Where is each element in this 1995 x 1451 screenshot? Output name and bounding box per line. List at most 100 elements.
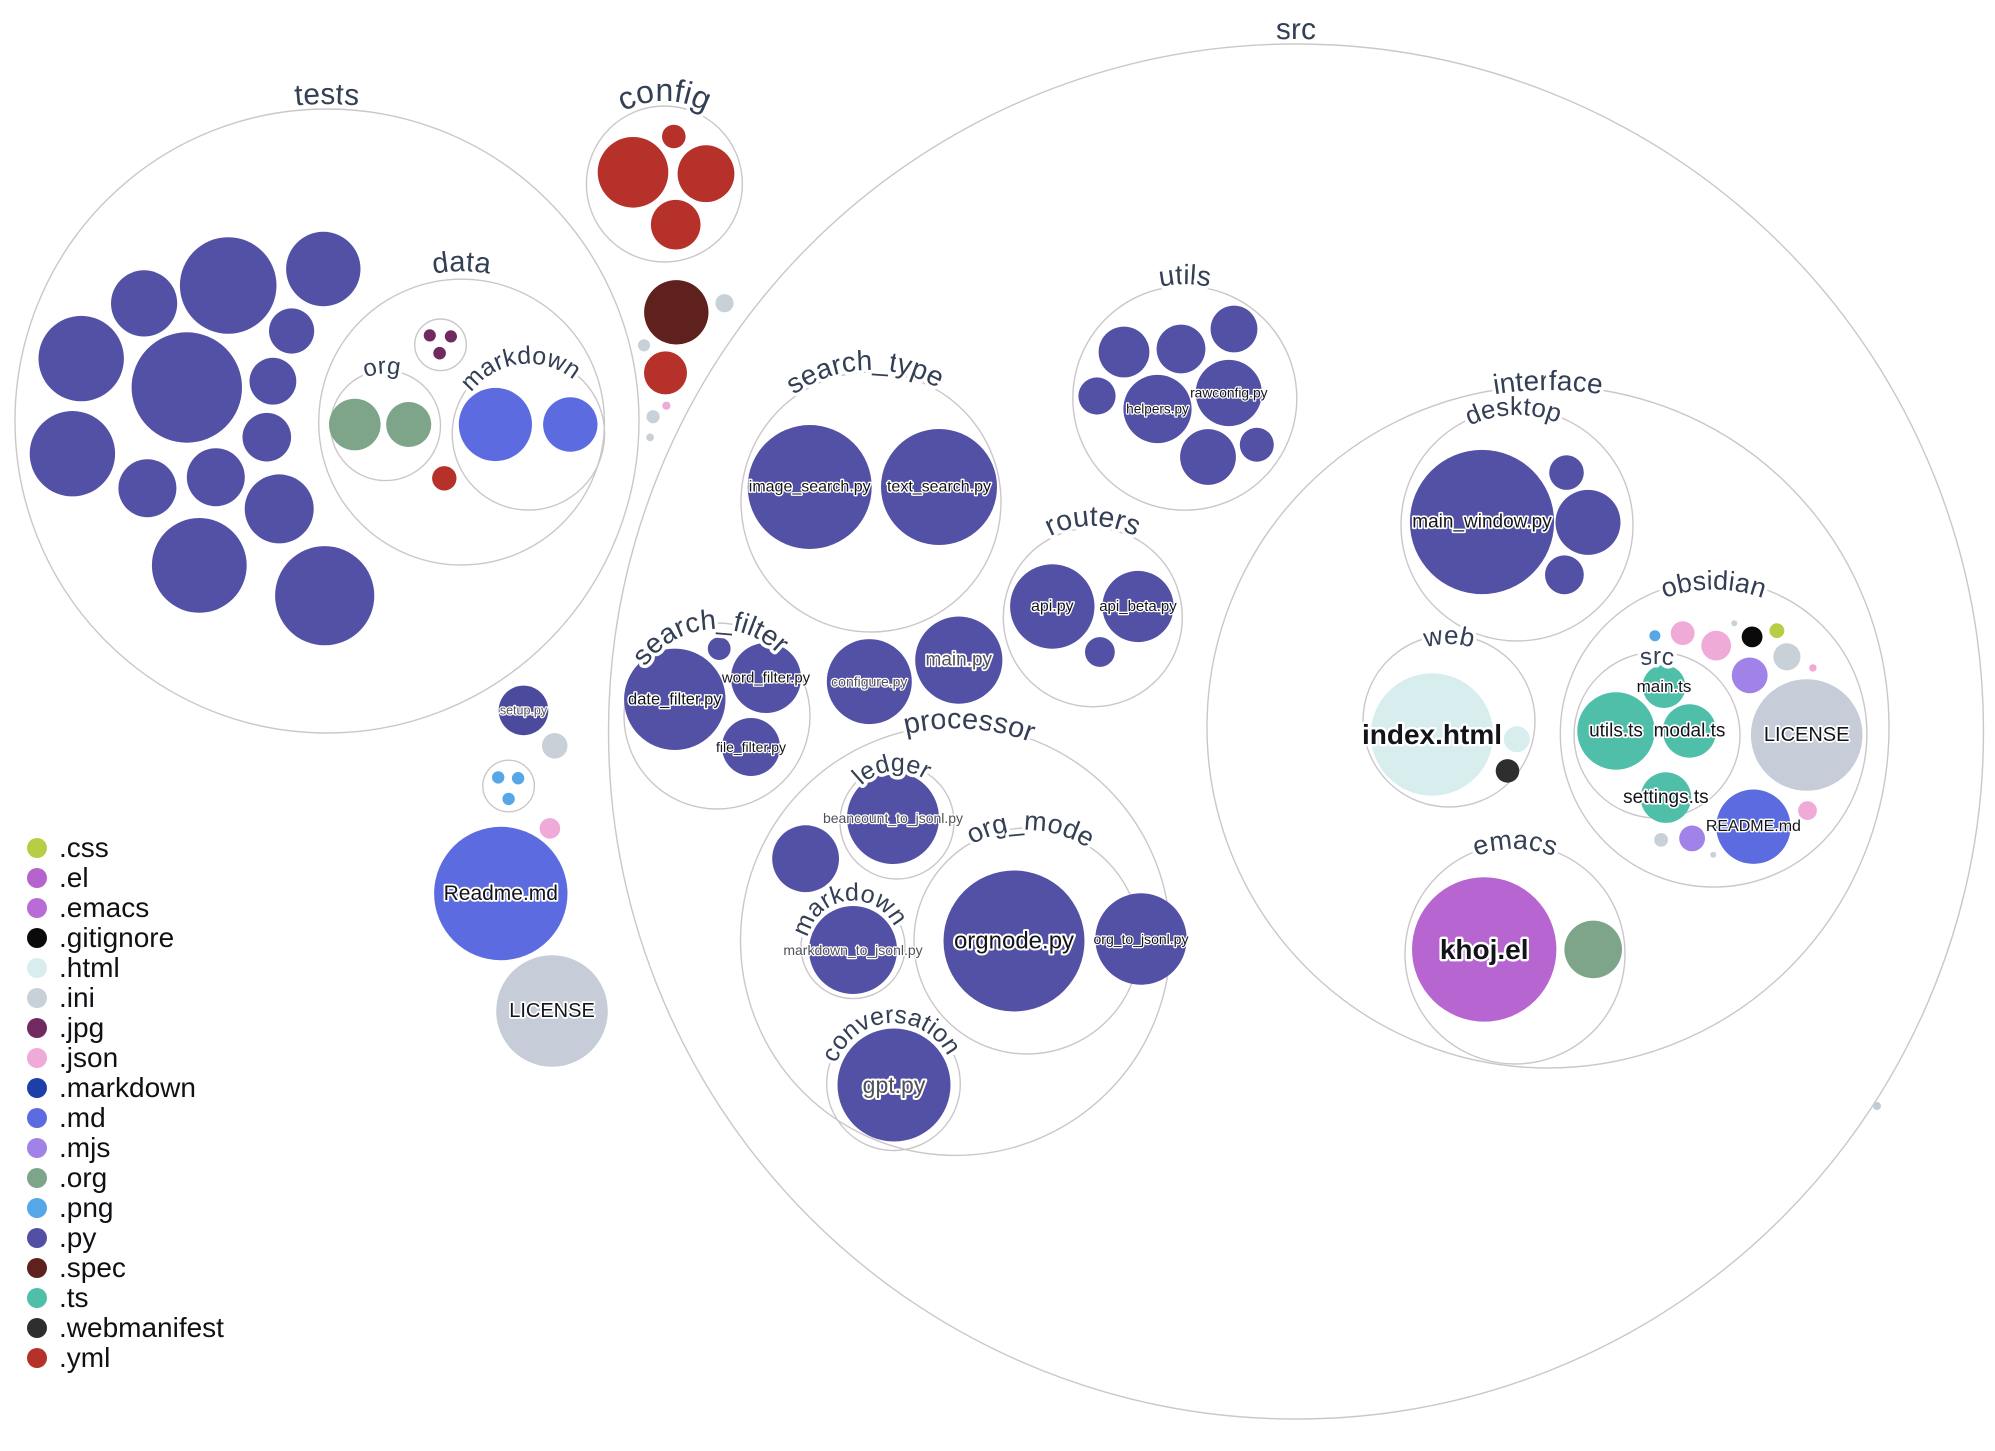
folder-circle-obsidian[interactable] xyxy=(1559,579,1868,888)
file-circle-word_filter.py[interactable] xyxy=(731,643,801,713)
file-circle-modal.ts[interactable] xyxy=(1662,704,1717,758)
file-circle-root-spec[interactable] xyxy=(644,280,709,345)
file-circle-tests-py-7[interactable] xyxy=(249,357,297,405)
file-circle-utils-py-3[interactable] xyxy=(1210,305,1258,353)
file-circle-settings.ts[interactable] xyxy=(1640,772,1692,823)
file-circle-data-org-1[interactable] xyxy=(329,398,381,451)
folder-circle-data[interactable] xyxy=(318,278,606,566)
file-circle-main.ts[interactable] xyxy=(1642,665,1686,708)
file-circle-data-org-2[interactable] xyxy=(386,402,432,447)
file-circle-root-ini-4[interactable] xyxy=(646,433,654,442)
file-circle-tests-py-12[interactable] xyxy=(244,474,314,544)
file-circle-data-jpg-1[interactable] xyxy=(423,329,436,342)
file-circle-config-yml-3[interactable] xyxy=(662,124,686,149)
file-circle-README.md[interactable] xyxy=(1716,789,1791,864)
folder-circle-search_type[interactable] xyxy=(740,371,1002,633)
file-circle-utils-py-6[interactable] xyxy=(1239,427,1274,462)
file-circle-root-ini-5[interactable] xyxy=(541,733,568,759)
file-circle-tests-py-6[interactable] xyxy=(269,308,315,354)
file-circle-tests-py-4[interactable] xyxy=(38,315,124,402)
file-circle-obsidian-png-1[interactable] xyxy=(1649,630,1661,642)
file-circle-utils-py-4[interactable] xyxy=(1078,377,1116,415)
folder-circle-data-markdown[interactable] xyxy=(451,357,606,511)
file-circle-data-jpg-3[interactable] xyxy=(433,346,446,360)
file-circle-tests-py-5[interactable] xyxy=(131,332,242,443)
file-circle-text_search.py[interactable] xyxy=(881,429,997,545)
file-circle-emacs-org-1[interactable] xyxy=(1564,920,1622,979)
file-circle-api.py[interactable] xyxy=(1010,564,1095,649)
file-circle-khoj.el[interactable] xyxy=(1412,877,1557,1022)
folder-circle-config[interactable] xyxy=(585,105,744,263)
file-circle-obsidian-ini-1[interactable] xyxy=(1731,620,1738,627)
file-circle-root-png-1[interactable] xyxy=(492,771,505,784)
file-circle-data-jpg-2[interactable] xyxy=(444,330,457,343)
file-circle-obsidian-css[interactable] xyxy=(1769,623,1785,639)
file-circle-org_to_jsonl.py[interactable] xyxy=(1095,893,1187,985)
file-circle-api_beta.py[interactable] xyxy=(1102,570,1174,643)
file-circle-obsidian-mjs-2[interactable] xyxy=(1679,825,1705,852)
file-circle-root-ini-1[interactable] xyxy=(715,294,734,313)
folder-circle-tests[interactable] xyxy=(14,108,640,734)
file-circle-obsidian-ini-3[interactable] xyxy=(1654,833,1668,847)
file-circle-data-md-2[interactable] xyxy=(543,397,598,452)
file-circle-src-edge-dot[interactable] xyxy=(1873,1102,1881,1110)
file-circle-Readme.md[interactable] xyxy=(434,826,568,961)
file-circle-obsidian-json-3[interactable] xyxy=(1809,664,1817,672)
file-circle-tests-py-10[interactable] xyxy=(118,459,177,518)
folder-circle-search_filter[interactable] xyxy=(623,622,811,810)
file-circle-index.html[interactable] xyxy=(1370,673,1494,796)
file-circle-markdown_to_jsonl.py[interactable] xyxy=(809,906,897,994)
file-circle-tests-py-3[interactable] xyxy=(111,270,178,337)
file-circle-root-png-2[interactable] xyxy=(511,772,525,785)
folder-circle-utils[interactable] xyxy=(1072,285,1298,511)
file-circle-desktop-py-3[interactable] xyxy=(1545,555,1584,595)
file-circle-LICENSE[interactable] xyxy=(496,955,608,1067)
file-circle-main.py[interactable] xyxy=(915,616,1003,704)
file-circle-processor-py-1[interactable] xyxy=(772,825,839,893)
file-circle-tests-py-14[interactable] xyxy=(275,546,375,646)
file-circle-root-ini-3[interactable] xyxy=(646,410,660,424)
file-circle-image_search.py[interactable] xyxy=(747,425,872,549)
file-circle-root-ini-2[interactable] xyxy=(637,339,651,352)
folder-circle-src[interactable] xyxy=(607,43,1985,1420)
file-circle-obsidian-json-1[interactable] xyxy=(1670,621,1695,646)
folder-circle-routers[interactable] xyxy=(1002,527,1184,708)
file-circle-obsidian-json-4[interactable] xyxy=(1798,801,1817,820)
folder-circle-markdown-proc[interactable] xyxy=(800,893,906,1000)
folder-circle-root-png-group[interactable] xyxy=(482,759,536,813)
file-circle-root-json-1[interactable] xyxy=(662,401,671,410)
file-circle-tests-py-8[interactable] xyxy=(29,411,116,497)
file-circle-tests-py-9[interactable] xyxy=(242,412,292,462)
file-circle-root-yml[interactable] xyxy=(644,351,687,395)
file-circle-config-yml-1[interactable] xyxy=(597,137,669,208)
file-circle-web-html-1[interactable] xyxy=(1503,726,1530,753)
file-circle-data-md-1[interactable] xyxy=(458,387,532,462)
file-circle-obsidian-ini-4[interactable] xyxy=(1710,851,1717,858)
file-circle-root-json-2[interactable] xyxy=(539,818,561,839)
file-circle-obsidian-gitignore[interactable] xyxy=(1741,626,1763,648)
folder-circle-web[interactable] xyxy=(1362,634,1536,808)
file-circle-gpt.py[interactable] xyxy=(837,1028,951,1142)
file-circle-config-yml-2[interactable] xyxy=(677,145,735,203)
file-circle-file_filter.py[interactable] xyxy=(722,718,780,776)
file-circle-LICENSE-obsidian[interactable] xyxy=(1750,679,1863,791)
file-circle-obsidian-mjs-1[interactable] xyxy=(1731,657,1768,694)
folder-circle-conversation[interactable] xyxy=(826,1016,962,1152)
file-circle-config-yml-4[interactable] xyxy=(650,199,701,250)
file-circle-desktop-py-1[interactable] xyxy=(1555,489,1621,555)
file-circle-data-yml[interactable] xyxy=(432,466,457,491)
file-circle-utils-py-2[interactable] xyxy=(1156,324,1206,374)
folder-circle-interface[interactable] xyxy=(1206,385,1890,1069)
file-circle-configure.py[interactable] xyxy=(826,639,912,725)
file-circle-beancount_to_jsonl.py[interactable] xyxy=(847,772,939,864)
folder-circle-desktop[interactable] xyxy=(1400,408,1634,642)
folder-circle-ledger[interactable] xyxy=(839,764,955,880)
file-circle-tests-py-1[interactable] xyxy=(179,237,277,334)
file-circle-helpers.py[interactable] xyxy=(1123,374,1192,444)
file-circle-search_filter-py-1[interactable] xyxy=(707,637,731,660)
file-circle-date_filter.py[interactable] xyxy=(624,648,726,750)
file-circle-tests-py-13[interactable] xyxy=(151,518,247,613)
file-circle-obsidian-ini-2[interactable] xyxy=(1773,643,1801,671)
file-circle-tests-py-2[interactable] xyxy=(286,231,361,307)
folder-circle-data-jpg-group[interactable] xyxy=(414,318,468,372)
